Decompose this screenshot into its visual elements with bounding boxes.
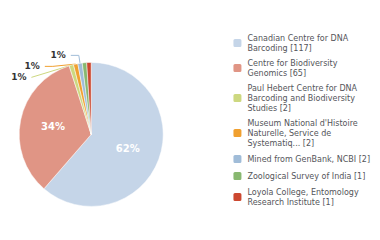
svg-text:62%: 62%	[116, 143, 140, 154]
svg-text:Zoological Survey of India [1]: Zoological Survey of India [1]	[247, 172, 365, 181]
svg-text:Studies [2]: Studies [2]	[247, 104, 291, 113]
svg-text:Systematiq... [2]: Systematiq... [2]	[247, 139, 314, 148]
svg-text:Loyola College, Entomology: Loyola College, Entomology	[247, 188, 358, 197]
svg-text:Genomics [65]: Genomics [65]	[247, 69, 306, 78]
svg-text:Canadian Centre for DNA: Canadian Centre for DNA	[247, 34, 348, 43]
svg-text:34%: 34%	[41, 121, 65, 132]
svg-text:Barcoding [117]: Barcoding [117]	[247, 44, 311, 53]
svg-text:1%: 1%	[25, 61, 40, 71]
svg-text:Mined from GenBank, NCBI [2]: Mined from GenBank, NCBI [2]	[247, 155, 370, 164]
svg-text:Museum National d'Histoire: Museum National d'Histoire	[247, 119, 357, 128]
svg-text:Paul Hebert Centre for DNA: Paul Hebert Centre for DNA	[247, 84, 357, 93]
svg-text:1%: 1%	[11, 72, 26, 82]
svg-text:Centre for Biodiversity: Centre for Biodiversity	[247, 59, 337, 68]
svg-text:Naturelle, Service de: Naturelle, Service de	[247, 129, 331, 138]
svg-text:Barcoding and Biodiversity: Barcoding and Biodiversity	[247, 94, 355, 103]
svg-text:1%: 1%	[51, 50, 66, 60]
svg-text:Research Institute [1]: Research Institute [1]	[247, 198, 333, 207]
